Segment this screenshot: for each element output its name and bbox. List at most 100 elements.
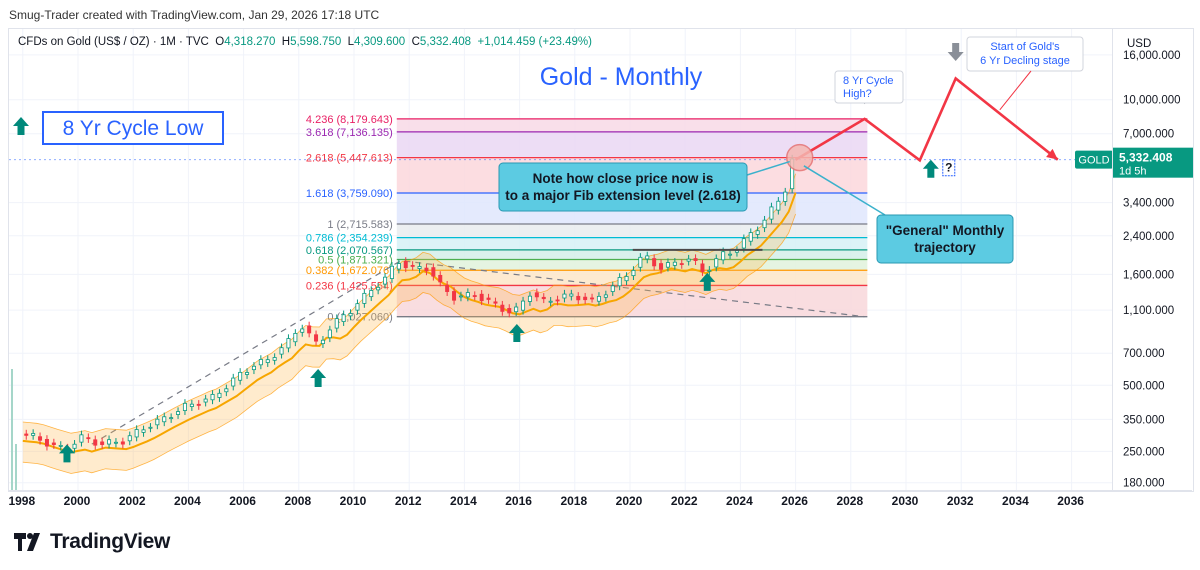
fib-band: [396, 223, 868, 238]
question-mark-text: ?: [945, 161, 952, 175]
cycle-low-box: [42, 111, 224, 145]
cycle-low-up-arrow-icon: [58, 444, 75, 463]
candle-body: [548, 300, 553, 303]
time-tick-label: 2004: [174, 494, 201, 508]
candle-body: [631, 270, 636, 277]
high-value: 5,598.750: [290, 36, 342, 48]
candle-body: [576, 295, 581, 301]
candle-body: [707, 269, 712, 272]
candle-body: [362, 292, 367, 304]
time-tick-label: 2020: [616, 494, 643, 508]
candle-body: [776, 200, 781, 211]
price-tick-label: 350.000: [1123, 414, 1165, 426]
decline-pointer: [999, 70, 1032, 111]
candle-body: [769, 206, 774, 220]
candle-body: [272, 357, 277, 361]
note-pointer: [746, 160, 790, 176]
candle-body: [155, 418, 160, 426]
candle-body: [169, 417, 174, 420]
candle-body: [51, 442, 56, 445]
projected-trajectory-line: [794, 76, 1059, 163]
decline-text-line1: Start of Gold's: [990, 41, 1060, 53]
legend-up-arrow-icon: [13, 117, 29, 135]
candle-body: [100, 441, 105, 445]
candle-body: [479, 293, 484, 302]
chart-title: Gold - Monthly: [540, 63, 703, 91]
time-axis-svg[interactable]: 1998 2000 2002 2004 2006 2008 2010 2012 2014 2016…: [8, 491, 1192, 511]
price-axis[interactable]: USD 16,000.000 10,000.000 7,000.000 3,400.00…: [1112, 28, 1194, 492]
candle-body: [176, 411, 181, 415]
symbol-name[interactable]: CFDs on Gold (US$ / OZ) · 1M · TVC: [18, 36, 209, 48]
candle-body: [38, 436, 43, 441]
candle-body: [438, 274, 443, 283]
candle-body: [148, 426, 153, 429]
candle-body: [652, 258, 657, 267]
candle-body: [555, 299, 560, 302]
candle-body: [465, 292, 470, 298]
candle-body: [686, 258, 691, 262]
bollinger-band: [22, 173, 796, 474]
candle-body: [238, 371, 243, 381]
candle-body: [376, 286, 381, 291]
price-chart[interactable]: 0 (1,027.060)0.236 (1,425.554)0.382 (1,6…: [9, 29, 1113, 491]
tradingview-brand[interactable]: TradingView: [14, 530, 170, 554]
cycle-low-up-arrow-icon: [699, 272, 716, 291]
time-tick-label: 2026: [781, 494, 808, 508]
cycle-high-down-arrow-icon: [947, 42, 964, 61]
candle-body: [79, 434, 84, 443]
candle-body: [120, 441, 125, 445]
candle-body: [569, 293, 574, 297]
candle-body: [728, 253, 733, 256]
candle-body: [610, 285, 615, 292]
candle-body: [541, 296, 546, 300]
price-tick-label: 700.000: [1123, 348, 1165, 360]
time-tick-label: 1998: [8, 494, 35, 508]
candle-body: [417, 266, 422, 269]
candle-body: [107, 439, 112, 445]
candle-body: [58, 445, 63, 447]
candle-body: [452, 291, 457, 301]
cycle-high-text-line2: High?: [843, 88, 872, 100]
cycle-low-up-arrow-icon: [310, 368, 327, 387]
trajectory-callout: [876, 214, 1014, 264]
bollinger-upper: [22, 173, 796, 434]
candle-body: [507, 308, 512, 314]
fib-level-label: 2.618 (5,447.613): [306, 153, 393, 165]
time-axis[interactable]: 1998 2000 2002 2004 2006 2008 2010 2012 2014 2016…: [8, 490, 1192, 511]
candle-body: [562, 293, 567, 299]
candle-body: [659, 263, 664, 270]
fib-level-label: 1 (2,715.583): [327, 219, 392, 231]
candle-body: [396, 263, 401, 270]
candle-body: [141, 429, 146, 433]
candle-body: [638, 256, 643, 268]
candles-group: [24, 154, 795, 456]
candle-body: [700, 263, 705, 272]
high-label: H: [281, 36, 291, 48]
candle-body: [534, 292, 539, 298]
candle-body: [293, 332, 298, 343]
candle-body: [224, 388, 229, 393]
candle-body: [521, 300, 526, 311]
fib-band: [396, 259, 868, 271]
volume-bar: [11, 369, 13, 491]
low-value: 4,309.600: [354, 36, 406, 48]
candle-body: [755, 230, 760, 235]
current-high-circle: [785, 143, 814, 172]
price-tick-label: 500.000: [1123, 380, 1165, 392]
candle-body: [458, 295, 463, 298]
candle-body: [189, 403, 194, 407]
fib-level-label: 0.786 (2,354.239): [306, 233, 393, 245]
last-price-tag: [1113, 147, 1193, 178]
candle-body: [472, 295, 477, 297]
low-label: L: [347, 36, 355, 48]
candle-body: [783, 191, 788, 202]
time-tick-label: 2014: [450, 494, 477, 508]
candle-body: [217, 392, 222, 398]
candle-body: [182, 402, 187, 411]
countdown-text: 1d 5h: [1119, 166, 1147, 178]
chart-pane[interactable]: 0 (1,027.060) 0.236 (1,425.554) 0.382 (1,6…: [8, 28, 1113, 492]
time-tick-label: 2032: [947, 494, 974, 508]
symbol-legend: CFDs on Gold (US$ / OZ) · 1M · TVC O4,31…: [18, 36, 592, 48]
trajectory-text: "General" Monthly trajectory: [886, 223, 1005, 255]
